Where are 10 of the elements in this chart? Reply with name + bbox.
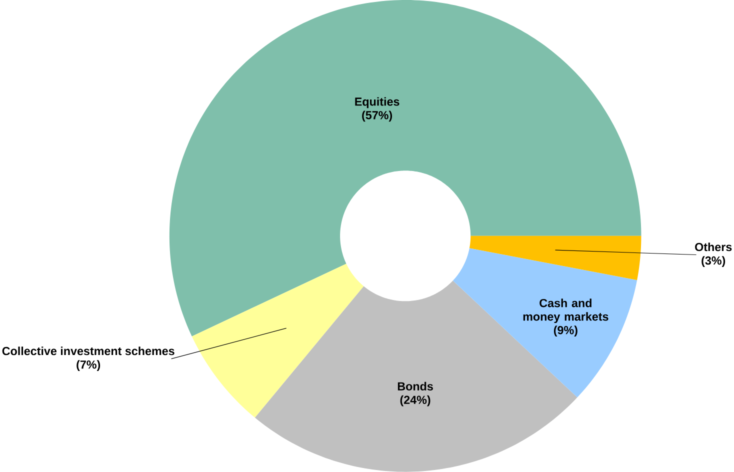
slice-label: Equities: [355, 97, 400, 108]
data-label: (57%): [362, 110, 392, 122]
slice-label: Bonds: [398, 382, 433, 391]
slice-label: Collective investment schemes: [2, 346, 174, 356]
slice-label: Others: [695, 242, 732, 252]
data-label: (3%): [702, 256, 726, 268]
data-label: (24%): [400, 396, 430, 406]
slice-label: Cash and money markets: [523, 298, 608, 324]
data-label: (7%): [76, 360, 100, 372]
data-label: (9%): [554, 326, 578, 337]
